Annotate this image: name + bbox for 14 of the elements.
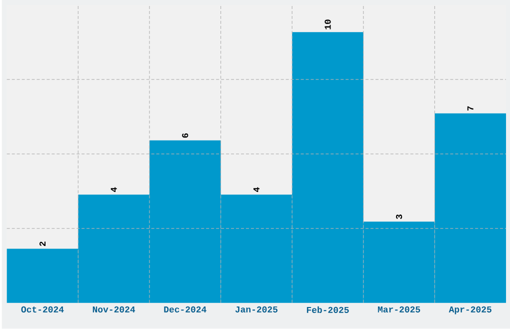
data-label: 7 [467,106,474,111]
data-label: 4 [253,187,260,192]
x-tick-label: Feb-2025 [306,306,349,314]
x-tick-label: Oct-2024 [21,306,64,313]
x-tick-label: Dec-2024 [164,306,206,313]
x-tick-label: Nov-2024 [92,306,136,313]
data-label: 3 [396,214,402,220]
data-label: 10 [324,20,331,30]
x-tick-label: Jan-2025 [235,306,278,313]
x-tick-label: Apr-2025 [448,306,492,314]
x-tick-label: Mar-2025 [378,306,420,313]
data-label: 4 [110,187,117,192]
data-label: 2 [40,242,46,246]
data-label: 6 [182,133,188,138]
